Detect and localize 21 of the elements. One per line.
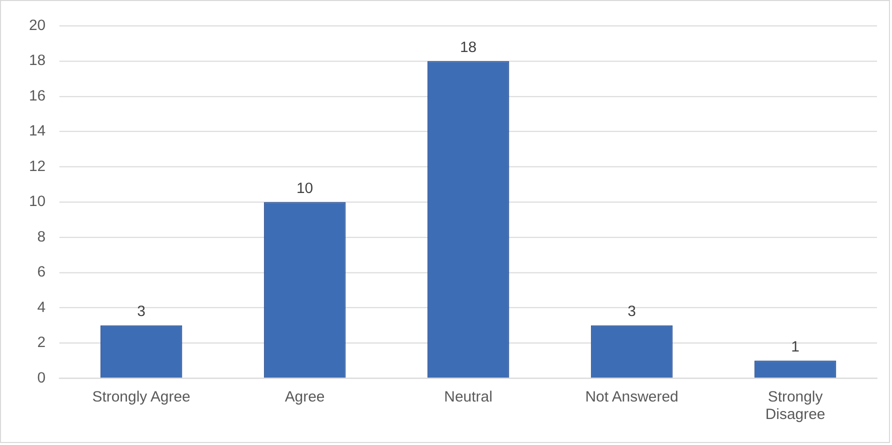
data-label: 18: [460, 38, 477, 56]
y-tick-label: 6: [37, 264, 46, 281]
y-tick-label: 2: [37, 334, 46, 352]
y-tick-label: 8: [37, 228, 46, 246]
x-tick-label: Neutral: [444, 388, 492, 406]
data-label: 3: [628, 303, 636, 320]
x-tick-label: Strongly Agree: [92, 388, 190, 406]
y-tick-label: 20: [28, 17, 46, 34]
y-tick-label: 10: [28, 193, 46, 210]
y-tick-label: 14: [28, 122, 46, 140]
data-label: 1: [791, 338, 800, 356]
data-label: 3: [137, 303, 146, 320]
x-tick-label: Strongly Disagree: [765, 388, 826, 424]
x-tick-label: Agree: [284, 388, 325, 406]
x-tick-label: Not Answered: [585, 388, 678, 406]
y-tick-label: 4: [37, 298, 46, 316]
y-tick-label: 18: [28, 52, 46, 70]
y-tick-label: 12: [28, 158, 46, 175]
y-tick-label: 0: [37, 369, 46, 386]
data-label: 10: [296, 180, 314, 197]
y-tick-label: 16: [28, 88, 46, 104]
